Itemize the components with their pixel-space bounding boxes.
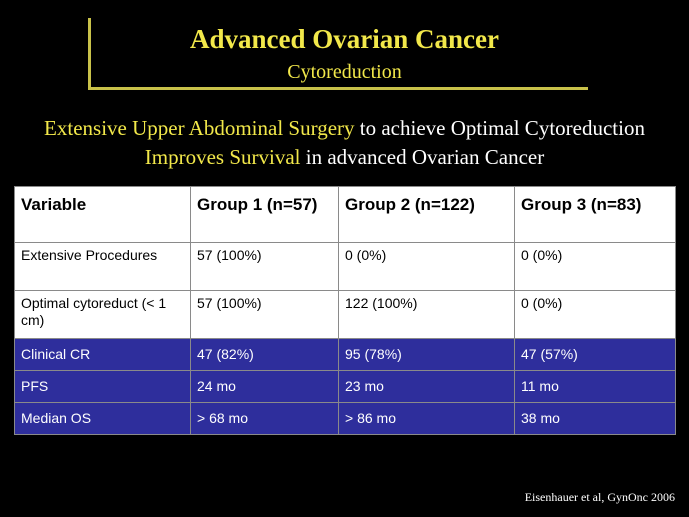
- table-cell: 23 mo: [338, 370, 515, 403]
- table-cell: 95 (78%): [338, 338, 515, 371]
- headline-line-2: Improves Survival in advanced Ovarian Ca…: [0, 144, 689, 170]
- table-cell: 38 mo: [514, 402, 676, 435]
- table-row: Median OS > 68 mo > 86 mo 38 mo: [14, 402, 676, 435]
- table-row: PFS 24 mo 23 mo 11 mo: [14, 370, 676, 403]
- table-cell: 0 (0%): [514, 290, 676, 339]
- table-cell: 122 (100%): [338, 290, 515, 339]
- header-cell: Group 1 (n=57): [190, 186, 339, 243]
- table-row: Extensive Procedures 57 (100%) 0 (0%) 0 …: [14, 242, 676, 291]
- table-cell: Clinical CR: [14, 338, 191, 371]
- table-cell: 11 mo: [514, 370, 676, 403]
- results-table: Variable Group 1 (n=57) Group 2 (n=122) …: [14, 186, 676, 435]
- table-cell: 24 mo: [190, 370, 339, 403]
- header-cell: Group 3 (n=83): [514, 186, 676, 243]
- table-cell: 57 (100%): [190, 242, 339, 291]
- table-row: Clinical CR 47 (82%) 95 (78%) 47 (57%): [14, 338, 676, 371]
- table-header-row: Variable Group 1 (n=57) Group 2 (n=122) …: [14, 186, 676, 243]
- headline-highlight-1: Extensive Upper Abdominal Surgery: [44, 116, 355, 140]
- slide-subtitle: Cytoreduction: [287, 61, 402, 83]
- headline-rest-2: in advanced Ovarian Cancer: [300, 145, 545, 169]
- table-cell: > 86 mo: [338, 402, 515, 435]
- title-frame: [88, 18, 588, 90]
- header-cell: Group 2 (n=122): [338, 186, 515, 243]
- table-cell: Median OS: [14, 402, 191, 435]
- citation: Eisenhauer et al, GynOnc 2006: [524, 490, 675, 504]
- table-cell: 0 (0%): [338, 242, 515, 291]
- slide-title: Advanced Ovarian Cancer: [190, 24, 499, 54]
- table-cell: 47 (57%): [514, 338, 676, 371]
- table-cell: 47 (82%): [190, 338, 339, 371]
- headline-highlight-2: Improves Survival: [144, 145, 301, 169]
- table-cell: Extensive Procedures: [14, 242, 191, 291]
- header-cell: Variable: [14, 186, 191, 243]
- table-cell: 57 (100%): [190, 290, 339, 339]
- table-row: Optimal cytoreduct (< 1 cm) 57 (100%) 12…: [14, 290, 676, 339]
- headline-rest-1: to achieve Optimal Cytoreduction: [354, 116, 645, 140]
- table-cell: Optimal cytoreduct (< 1 cm): [14, 290, 191, 339]
- headline-line-1: Extensive Upper Abdominal Surgery to ach…: [0, 115, 689, 141]
- table-cell: PFS: [14, 370, 191, 403]
- table-cell: > 68 mo: [190, 402, 339, 435]
- table-cell: 0 (0%): [514, 242, 676, 291]
